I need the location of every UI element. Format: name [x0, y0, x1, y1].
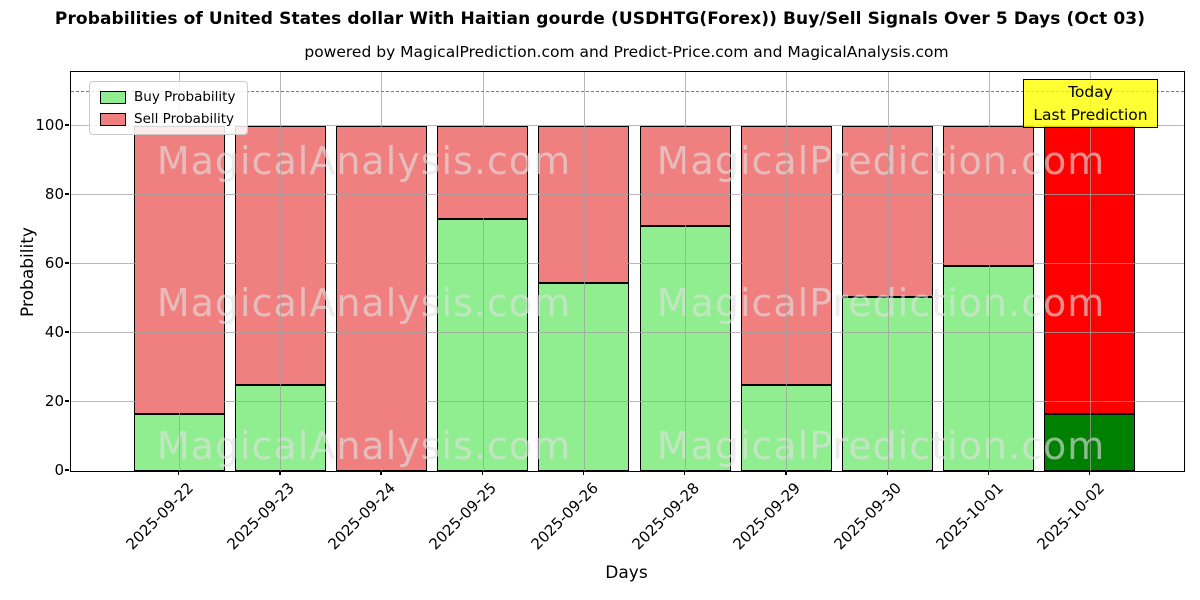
watermark-text: MagicalPrediction.com — [656, 281, 1106, 325]
x-tick-mark — [380, 471, 382, 475]
y-tick-label: 60 — [44, 253, 64, 272]
chart-subtitle: powered by MagicalPrediction.com and Pre… — [304, 43, 949, 61]
x-axis-label: Days — [605, 563, 648, 583]
v-gridline — [280, 72, 282, 471]
x-tick-label: 2025-09-22 — [122, 479, 197, 554]
sell-swatch-icon — [100, 112, 126, 126]
v-gridline — [685, 72, 687, 471]
watermark-text: MagicalAnalysis.com — [156, 139, 572, 183]
x-tick-label: 2025-09-28 — [628, 479, 703, 554]
y-tick-label: 40 — [44, 322, 64, 341]
today-annotation-line: Today — [1068, 82, 1113, 101]
h-gridline — [71, 194, 1184, 196]
watermark-text: MagicalAnalysis.com — [156, 424, 572, 468]
x-tick-mark — [481, 471, 484, 475]
x-tick-mark — [987, 471, 990, 475]
plot-area: Buy Probability Sell Probability Today Las… — [70, 71, 1185, 472]
v-gridline — [179, 72, 180, 471]
h-gridline — [71, 125, 1184, 127]
v-gridline — [482, 72, 484, 471]
legend-item: Sell Probability — [100, 111, 235, 127]
watermark-text: MagicalAnalysis.com — [156, 281, 572, 325]
x-tick-label: 2025-09-26 — [527, 479, 602, 554]
x-tick-mark — [582, 471, 585, 475]
y-tick-label: 100 — [35, 115, 64, 134]
x-tick-mark — [684, 471, 686, 475]
y-tick-label: 20 — [44, 391, 64, 410]
y-tick-label: 80 — [44, 184, 64, 203]
today-annotation: Today Last Prediction — [1023, 79, 1158, 128]
y-tick-mark — [65, 469, 69, 471]
y-tick-mark — [65, 193, 69, 195]
legend-item: Buy Probability — [100, 89, 235, 105]
v-gridline — [1089, 72, 1091, 471]
x-tick-mark — [178, 471, 180, 475]
y-axis-label: Probability — [18, 227, 38, 317]
y-tick-label: 0 — [54, 460, 64, 479]
y-tick-mark — [65, 331, 69, 333]
y-tick-mark — [65, 400, 69, 402]
x-tick-mark — [785, 471, 787, 475]
watermark-text: MagicalPrediction.com — [656, 424, 1106, 468]
chart-title: Probabilities of United States dollar Wi… — [54, 9, 1146, 29]
x-tick-label: 2025-09-24 — [324, 479, 400, 554]
x-tick-label: 2025-10-02 — [1033, 479, 1108, 554]
x-tick-label: 2025-09-29 — [729, 479, 805, 554]
x-tick-mark — [279, 471, 281, 475]
h-gridline — [71, 332, 1184, 334]
legend: Buy Probability Sell Probability — [89, 81, 249, 135]
buy-swatch-icon — [100, 90, 126, 104]
x-tick-label: 2025-10-01 — [932, 479, 1007, 554]
dashed-threshold-line — [71, 90, 1184, 92]
x-tick-label: 2025-09-23 — [223, 479, 298, 554]
x-tick-mark — [1088, 471, 1091, 475]
h-gridline — [71, 401, 1184, 403]
legend-label: Sell Probability — [134, 111, 235, 127]
y-tick-mark — [65, 262, 69, 264]
y-tick-mark — [65, 124, 69, 126]
today-annotation-line: Last Prediction — [1033, 105, 1148, 124]
h-gridline — [71, 263, 1184, 265]
v-gridline — [583, 72, 585, 471]
v-gridline — [887, 72, 889, 471]
v-gridline — [381, 72, 383, 471]
x-tick-label: 2025-09-25 — [426, 479, 501, 554]
x-tick-mark — [886, 471, 888, 475]
x-tick-label: 2025-09-30 — [830, 479, 906, 554]
watermark-text: MagicalPrediction.com — [656, 139, 1106, 183]
v-gridline — [786, 72, 788, 471]
v-gridline — [988, 72, 990, 471]
legend-label: Buy Probability — [134, 89, 236, 105]
